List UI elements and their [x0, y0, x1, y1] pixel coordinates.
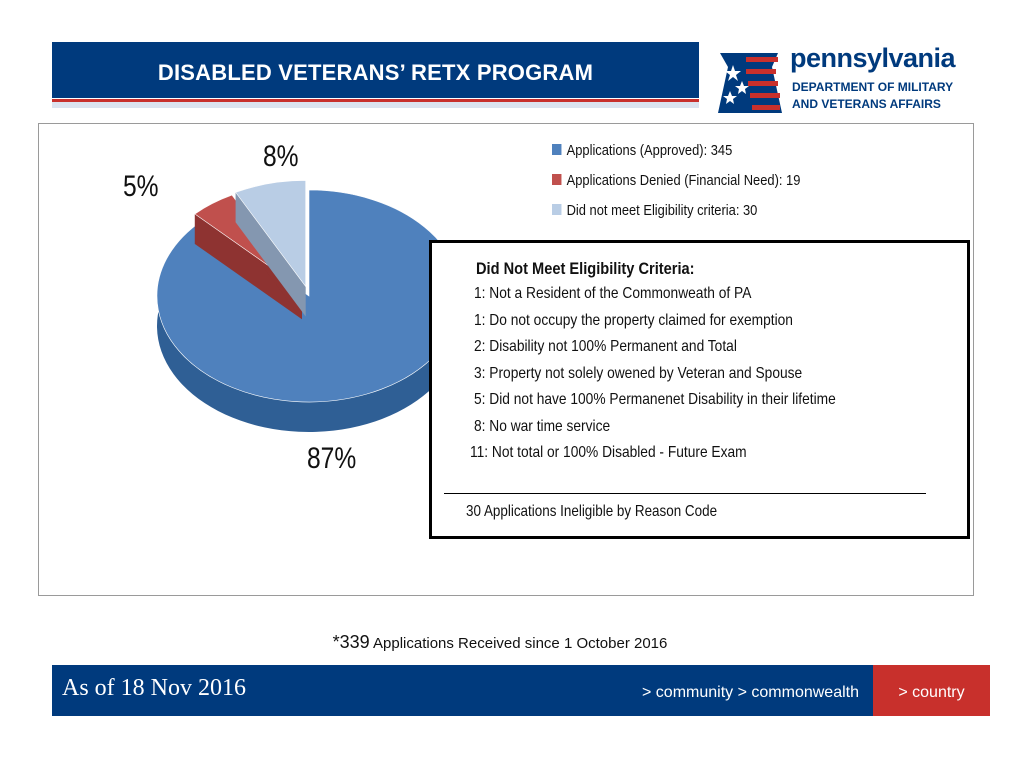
footnote-count: *339 [332, 632, 370, 652]
criteria-item: 5: Did not have 100% Permanenet Disabili… [474, 391, 836, 408]
footer-tagline: > community > commonwealth [642, 684, 859, 701]
legend-item-denied: Applications Denied (Financial Need): 19 [552, 172, 800, 202]
title-stripe-red [52, 99, 699, 102]
flag-keystone-icon [718, 53, 782, 113]
title-bar: DISABLED VETERANS’ RETX PROGRAM [52, 42, 699, 98]
legend-item-ineligible: Did not meet Eligibility criteria: 30 [552, 202, 800, 232]
criteria-item: 1: Do not occupy the property claimed fo… [474, 311, 793, 329]
pa-dmva-logo: pennsylvania DEPARTMENT OF MILITARY AND … [716, 43, 978, 117]
pct-label-ineligible: 8% [263, 140, 299, 173]
criteria-item: 3: Property not solely owened by Veteran… [474, 364, 803, 382]
criteria-item: 2: Disability not 100% Permanent and Tot… [474, 338, 737, 355]
logo-wordmark: pennsylvania [790, 43, 956, 73]
criteria-item: 1: Not a Resident of the Commonweath of … [474, 285, 752, 302]
legend-label-ineligible: Did not meet Eligibility criteria: 30 [566, 202, 758, 219]
footnote-text: Applications Received since 1 October 20… [369, 635, 668, 652]
eligibility-criteria-box: Did Not Meet Eligibility Criteria: 1: No… [429, 240, 970, 539]
criteria-divider [444, 493, 926, 494]
footer-country-block: > country [873, 665, 990, 716]
logo-dept-line2: AND VETERANS AFFAIRS [792, 97, 941, 111]
legend-swatch-denied [552, 174, 562, 186]
footer-bar: As of 18 Nov 2016 > community > commonwe… [52, 665, 873, 716]
logo-dept-line1: DEPARTMENT OF MILITARY [792, 80, 954, 94]
page-title: DISABLED VETERANS’ RETX PROGRAM [157, 60, 594, 85]
pie-slice-ineligible [235, 180, 306, 317]
criteria-total: 30 Applications Ineligible by Reason Cod… [466, 503, 718, 520]
footer-country-text: > country [898, 684, 965, 701]
chart-legend: Applications (Approved): 345 Application… [552, 142, 841, 232]
criteria-list: 1: Not a Resident of the Commonweath of … [470, 285, 895, 471]
footer-date: As of 18 Nov 2016 [62, 675, 246, 701]
criteria-heading: Did Not Meet Eligibility Criteria: [476, 259, 695, 278]
pct-label-denied: 5% [123, 170, 159, 203]
title-stripe-light [52, 102, 699, 108]
criteria-item: 8: No war time service [474, 417, 611, 435]
legend-item-approved: Applications (Approved): 345 [552, 142, 800, 172]
criteria-item: 11: Not total or 100% Disabled - Future … [470, 444, 747, 461]
applications-footnote: *339 Applications Received since 1 Octob… [0, 632, 1000, 653]
legend-label-denied: Applications Denied (Financial Need): 19 [566, 172, 801, 189]
legend-label-approved: Applications (Approved): 345 [566, 142, 733, 159]
legend-swatch-ineligible [552, 204, 562, 216]
legend-swatch-approved [552, 144, 562, 156]
pct-label-approved: 87% [307, 442, 357, 475]
pie-chart [156, 180, 459, 432]
